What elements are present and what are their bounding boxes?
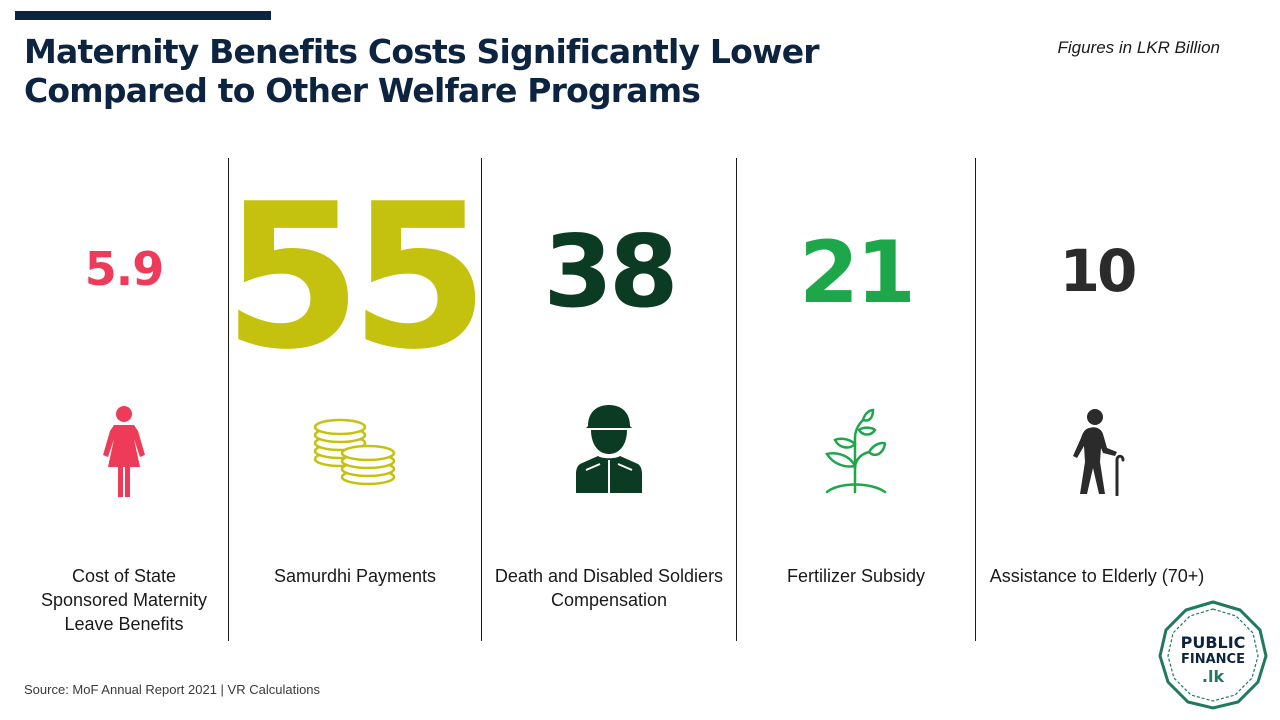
value-label-fertilizer: 21	[799, 223, 916, 323]
woman-icon	[103, 406, 145, 497]
page-title: Maternity Benefits Costs Significantly L…	[24, 32, 844, 110]
units-note: Figures in LKR Billion	[1057, 38, 1220, 57]
column-divider	[228, 158, 229, 641]
column-maternity: 5.9 Cost of State Sponsored Maternity Le…	[20, 150, 228, 650]
value-label-maternity: 5.9	[84, 242, 165, 296]
column-soldiers: 38 Death and Disabled Soldiers Compensat…	[482, 150, 736, 650]
coins-icon	[313, 418, 396, 486]
soldier-icon	[576, 405, 642, 493]
column-divider	[481, 158, 482, 641]
column-fertilizer: 21 Fertilizer Subsidy	[737, 150, 975, 650]
title-line-1: Maternity Benefits Costs Significantly L…	[24, 32, 820, 71]
value-label-elderly: 10	[1059, 237, 1138, 305]
category-label-soldiers: Death and Disabled Soldiers Compensation	[494, 566, 724, 610]
logo-text-line2: FINANCE	[1181, 652, 1245, 667]
logo-text-line3: .lk	[1202, 667, 1225, 686]
sprout-icon	[825, 408, 887, 494]
category-label-samurdhi: Samurdhi Payments	[273, 566, 437, 586]
value-label-samurdhi: 55	[222, 161, 489, 394]
logo-text-line1: PUBLIC	[1181, 633, 1246, 652]
value-label-soldiers: 38	[543, 213, 678, 330]
category-label-elderly: Assistance to Elderly (70+)	[989, 566, 1205, 586]
source-note: Source: MoF Annual Report 2021 | VR Calc…	[24, 682, 321, 697]
category-label-maternity: Cost of State Sponsored Maternity Leave …	[40, 566, 208, 634]
top-accent-bar	[15, 11, 271, 20]
column-elderly: 10 Assistance to Elderly (70+)	[976, 150, 1218, 650]
column-divider	[736, 158, 737, 641]
column-samurdhi: 55 Samurdhi Payments	[222, 150, 489, 650]
public-finance-logo: PUBLIC FINANCE .lk	[1158, 600, 1268, 710]
category-label-fertilizer: Fertilizer Subsidy	[786, 566, 926, 586]
title-line-2: Compared to Other Welfare Programs	[24, 71, 701, 110]
column-divider	[975, 158, 976, 641]
elderly-person-icon	[1073, 409, 1125, 496]
